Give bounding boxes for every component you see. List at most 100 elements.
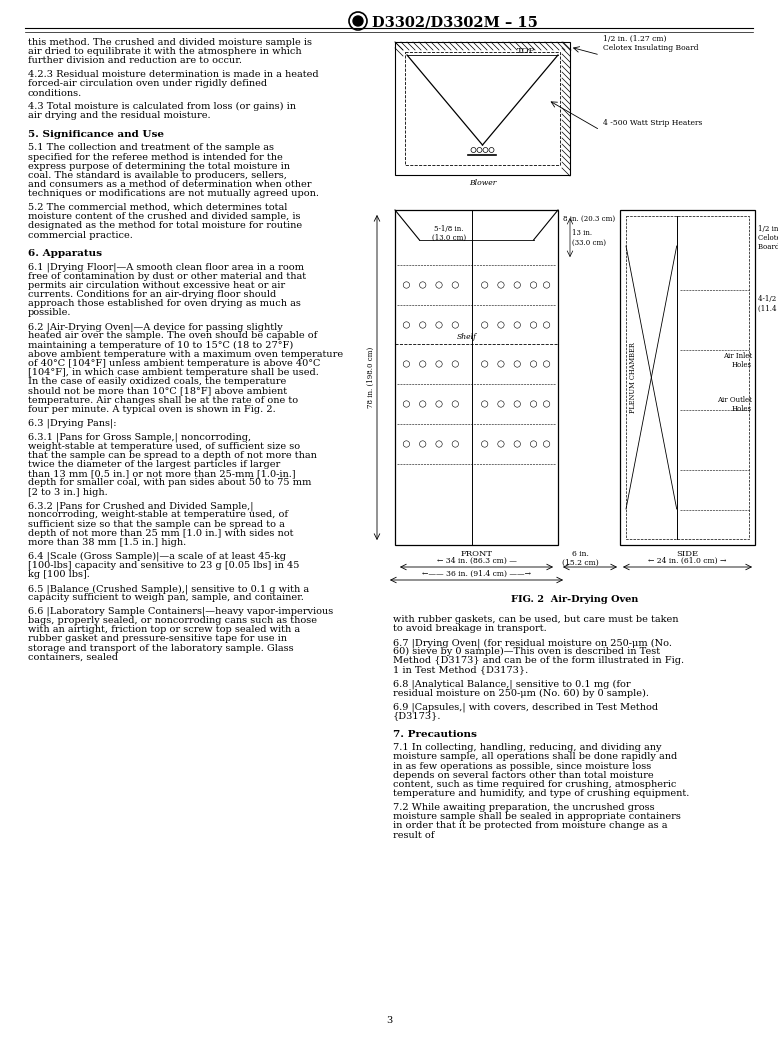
Text: depth for smaller coal, with pan sides about 50 to 75 mm: depth for smaller coal, with pan sides a… [28, 479, 311, 487]
Text: rubber gasket and pressure-sensitive tape for use in: rubber gasket and pressure-sensitive tap… [28, 634, 287, 643]
Text: 5. Significance and Use: 5. Significance and Use [28, 129, 164, 138]
Bar [626, 215, 749, 539]
Text: 6. Apparatus: 6. Apparatus [28, 249, 102, 258]
Text: storage and transport of the laboratory sample. Glass: storage and transport of the laboratory … [28, 643, 293, 653]
Text: capacity sufficient to weigh pan, sample, and container.: capacity sufficient to weigh pan, sample… [28, 593, 304, 602]
Text: residual moisture on 250-μm (No. 60) by 0 sample).: residual moisture on 250-μm (No. 60) by … [393, 688, 649, 697]
Text: FIG. 2  Air-Drying Oven: FIG. 2 Air-Drying Oven [511, 595, 639, 604]
Text: 8 in. (20.3 cm): 8 in. (20.3 cm) [563, 215, 615, 223]
Text: ←—— 36 in. (91.4 cm) ——→: ←—— 36 in. (91.4 cm) ——→ [422, 570, 531, 578]
Text: 6 in.
(15.2 cm): 6 in. (15.2 cm) [562, 550, 598, 567]
Text: 6.1 |Drying Floor|—A smooth clean floor area in a room: 6.1 |Drying Floor|—A smooth clean floor … [28, 262, 304, 272]
Text: conditions.: conditions. [28, 88, 82, 98]
Text: 5.1 The collection and treatment of the sample as: 5.1 The collection and treatment of the … [28, 144, 274, 152]
Text: Air Inlet
Holes: Air Inlet Holes [723, 352, 752, 370]
Bar [620, 210, 755, 545]
Text: 4.2.3 Residual moisture determination is made in a heated: 4.2.3 Residual moisture determination is… [28, 70, 319, 79]
Text: and consumers as a method of determination when other: and consumers as a method of determinati… [28, 180, 311, 189]
Bar [395, 42, 570, 175]
Text: possible.: possible. [28, 308, 72, 318]
Text: 6.6 |Laboratory Sample Containers|—heavy vapor-impervious: 6.6 |Laboratory Sample Containers|—heavy… [28, 607, 333, 616]
Text: 4.3 Total moisture is calculated from loss (or gains) in: 4.3 Total moisture is calculated from lo… [28, 102, 296, 111]
Text: forced-air circulation oven under rigidly defined: forced-air circulation oven under rigidl… [28, 79, 267, 88]
Text: ← 34 in. (86.3 cm) —: ← 34 in. (86.3 cm) — [436, 557, 517, 565]
Text: permits air circulation without excessive heat or air: permits air circulation without excessiv… [28, 281, 285, 289]
Text: coal. The standard is available to producers, sellers,: coal. The standard is available to produ… [28, 171, 287, 180]
Text: twice the diameter of the largest particles if larger: twice the diameter of the largest partic… [28, 460, 280, 469]
Text: moisture sample shall be sealed in appropriate containers: moisture sample shall be sealed in appro… [393, 812, 681, 821]
Text: [100-lbs] capacity and sensitive to 23 g [0.05 lbs] in 45: [100-lbs] capacity and sensitive to 23 g… [28, 561, 300, 570]
Text: weight-stable at temperature used, of sufficient size so: weight-stable at temperature used, of su… [28, 441, 300, 451]
Text: 5.2 The commercial method, which determines total: 5.2 The commercial method, which determi… [28, 203, 287, 212]
Text: TOP: TOP [517, 47, 535, 55]
Text: further division and reduction are to occur.: further division and reduction are to oc… [28, 56, 242, 66]
Text: free of contamination by dust or other material and that: free of contamination by dust or other m… [28, 272, 306, 281]
Text: that the sample can be spread to a depth of not more than: that the sample can be spread to a depth… [28, 451, 317, 460]
Text: 6.5 |Balance (Crushed Sample),| sensitive to 0.1 g with a: 6.5 |Balance (Crushed Sample),| sensitiv… [28, 584, 309, 593]
Text: this method. The crushed and divided moisture sample is: this method. The crushed and divided moi… [28, 39, 312, 47]
Text: in as few operations as possible, since moisture loss: in as few operations as possible, since … [393, 762, 651, 770]
Text: 78 in. (198.0 cm): 78 in. (198.0 cm) [367, 347, 375, 408]
Text: sufficient size so that the sample can be spread to a: sufficient size so that the sample can b… [28, 519, 285, 529]
Bar [405, 52, 560, 166]
Text: to avoid breakage in transport.: to avoid breakage in transport. [393, 625, 547, 633]
Text: 6.3.1 |Pans for Gross Sample,| noncorroding,: 6.3.1 |Pans for Gross Sample,| noncorrod… [28, 432, 251, 441]
Text: temperature. Air changes shall be at the rate of one to: temperature. Air changes shall be at the… [28, 396, 298, 405]
Text: specified for the referee method is intended for the: specified for the referee method is inte… [28, 152, 282, 161]
Text: designated as the method for total moisture for routine: designated as the method for total moist… [28, 222, 302, 230]
Text: 4-1/2 in.
(11.4 cm): 4-1/2 in. (11.4 cm) [758, 296, 778, 312]
Text: temperature and humidity, and type of crushing equipment.: temperature and humidity, and type of cr… [393, 789, 689, 798]
Text: depends on several factors other than total moisture: depends on several factors other than to… [393, 770, 654, 780]
Text: result of: result of [393, 831, 434, 839]
Text: four per minute. A typical oven is shown in Fig. 2.: four per minute. A typical oven is shown… [28, 405, 275, 414]
Text: 7. Precautions: 7. Precautions [393, 730, 477, 738]
Text: air drying and the residual moisture.: air drying and the residual moisture. [28, 111, 211, 121]
Text: 5-1/8 in.
(13.0 cm): 5-1/8 in. (13.0 cm) [432, 225, 466, 243]
Text: 3: 3 [386, 1016, 392, 1025]
Text: 1 in Test Method {D3173}.: 1 in Test Method {D3173}. [393, 665, 528, 675]
Text: kg [100 lbs].: kg [100 lbs]. [28, 570, 90, 579]
Text: 7.1 In collecting, handling, reducing, and dividing any: 7.1 In collecting, handling, reducing, a… [393, 743, 661, 753]
Text: containers, sealed: containers, sealed [28, 653, 118, 662]
Text: with an airtight, friction top or screw top sealed with a: with an airtight, friction top or screw … [28, 626, 300, 634]
Text: 6.2 |Air-Drying Oven|—A device for passing slightly: 6.2 |Air-Drying Oven|—A device for passi… [28, 323, 282, 332]
Text: 6.4 |Scale (Gross Sample)|—a scale of at least 45-kg: 6.4 |Scale (Gross Sample)|—a scale of at… [28, 552, 286, 561]
Text: depth of not more than 25 mm [1.0 in.] with sides not: depth of not more than 25 mm [1.0 in.] w… [28, 529, 293, 538]
Text: [104°F], in which case ambient temperature shall be used.: [104°F], in which case ambient temperatu… [28, 369, 319, 377]
Text: heated air over the sample. The oven should be capable of: heated air over the sample. The oven sho… [28, 331, 317, 340]
Text: 60) sieve by 0 sample)—This oven is described in Test: 60) sieve by 0 sample)—This oven is desc… [393, 648, 660, 656]
Text: than 13 mm [0.5 in.] or not more than 25-mm [1.0-in.]: than 13 mm [0.5 in.] or not more than 25… [28, 469, 296, 478]
Text: in order that it be protected from moisture change as a: in order that it be protected from moist… [393, 821, 668, 831]
Text: Blower: Blower [469, 179, 496, 187]
Text: 6.9 |Capsules,| with covers, described in Test Method: 6.9 |Capsules,| with covers, described i… [393, 702, 658, 712]
Text: should not be more than 10°C [18°F] above ambient: should not be more than 10°C [18°F] abov… [28, 386, 287, 396]
Text: techniques or modifications are not mutually agreed upon.: techniques or modifications are not mutu… [28, 189, 319, 198]
Text: 6.8 |Analytical Balance,| sensitive to 0.1 mg (for: 6.8 |Analytical Balance,| sensitive to 0… [393, 679, 631, 689]
Text: content, such as time required for crushing, atmospheric: content, such as time required for crush… [393, 780, 676, 789]
Text: above ambient temperature with a maximum oven temperature: above ambient temperature with a maximum… [28, 350, 343, 359]
Text: 13 in.
(33.0 cm): 13 in. (33.0 cm) [572, 229, 606, 247]
Text: D3302/D3302M – 15: D3302/D3302M – 15 [372, 15, 538, 29]
Text: express purpose of determining the total moisture in: express purpose of determining the total… [28, 161, 290, 171]
Text: of 40°C [104°F] unless ambient temperature is above 40°C: of 40°C [104°F] unless ambient temperatu… [28, 359, 321, 369]
Text: {D3173}.: {D3173}. [393, 711, 441, 720]
Circle shape [353, 16, 363, 26]
Text: approach those established for oven drying as much as: approach those established for oven dryi… [28, 300, 301, 308]
Text: Method {D3173} and can be of the form illustrated in Fig.: Method {D3173} and can be of the form il… [393, 656, 684, 665]
Text: 1/2 in. (1.27 cm)
Celotex Insulating Board: 1/2 in. (1.27 cm) Celotex Insulating Boa… [603, 34, 699, 52]
Text: 4 -500 Watt Strip Heaters: 4 -500 Watt Strip Heaters [603, 119, 703, 127]
Text: with rubber gaskets, can be used, but care must be taken: with rubber gaskets, can be used, but ca… [393, 615, 678, 624]
Text: moisture content of the crushed and divided sample, is: moisture content of the crushed and divi… [28, 212, 300, 221]
Text: [2 to 3 in.] high.: [2 to 3 in.] high. [28, 487, 107, 497]
Text: FRONT: FRONT [461, 550, 492, 558]
Text: ← 24 in. (61.0 cm) →: ← 24 in. (61.0 cm) → [648, 557, 727, 565]
Text: 6.7 |Drying Oven| (for residual moisture on 250-μm (No.: 6.7 |Drying Oven| (for residual moisture… [393, 638, 672, 648]
Text: 1/2 in. (1.27 cm)
Celotex Insulating
Board Attached: 1/2 in. (1.27 cm) Celotex Insulating Boa… [758, 225, 778, 251]
Text: more than 38 mm [1.5 in.] high.: more than 38 mm [1.5 in.] high. [28, 538, 186, 548]
Text: 6.3.2 |Pans for Crushed and Divided Sample,|: 6.3.2 |Pans for Crushed and Divided Samp… [28, 502, 254, 511]
Text: Air Outlet
Holes: Air Outlet Holes [717, 396, 752, 413]
Text: SIDE: SIDE [676, 550, 699, 558]
Text: currents. Conditions for an air-drying floor should: currents. Conditions for an air-drying f… [28, 290, 276, 299]
Text: commercial practice.: commercial practice. [28, 231, 133, 239]
Text: PLENUM CHAMBER: PLENUM CHAMBER [629, 342, 637, 413]
